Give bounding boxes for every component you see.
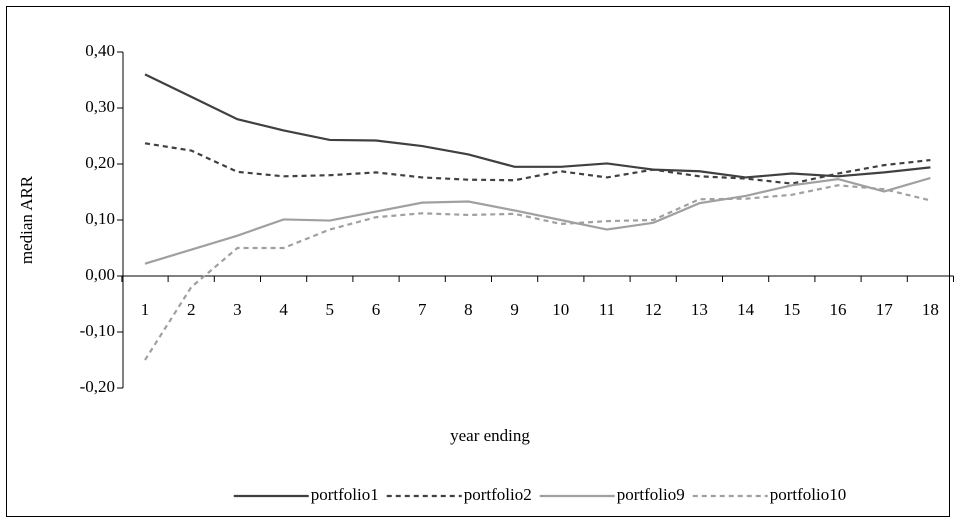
- y-tick-label: 0,40: [85, 41, 115, 60]
- series-line: [144, 73, 931, 179]
- x-tick-label: 4: [279, 300, 288, 319]
- series-line: [144, 176, 931, 265]
- x-tick-label: 16: [830, 300, 847, 319]
- x-tick-label: 1: [141, 300, 150, 319]
- legend-label: portfolio1: [311, 485, 379, 504]
- y-axis-title: median ARR: [17, 175, 36, 264]
- y-tick-label: -0,10: [80, 321, 115, 340]
- x-tick-label: 17: [876, 300, 894, 319]
- legend-label: portfolio9: [617, 485, 685, 504]
- x-tick-label: 14: [737, 300, 755, 319]
- series-line: [144, 142, 931, 185]
- y-tick-label: 0,30: [85, 97, 115, 116]
- y-tick-label: 0,10: [85, 209, 115, 228]
- legend-label: portfolio2: [464, 485, 532, 504]
- x-axis-title: year ending: [450, 426, 530, 445]
- x-tick-label: 12: [645, 300, 662, 319]
- x-tick-label: 6: [372, 300, 381, 319]
- x-tick-label: 18: [922, 300, 939, 319]
- y-tick-label: -0,20: [80, 377, 115, 396]
- x-tick-label: 9: [510, 300, 519, 319]
- x-tick-label: 13: [691, 300, 708, 319]
- x-tick-label: 8: [464, 300, 473, 319]
- chart-border: [6, 6, 950, 517]
- x-tick-label: 3: [233, 300, 242, 319]
- x-tick-label: 11: [599, 300, 615, 319]
- series-line: [144, 184, 931, 361]
- x-tick-label: 15: [783, 300, 800, 319]
- x-tick-label: 5: [326, 300, 335, 319]
- legend-label: portfolio10: [770, 485, 847, 504]
- y-tick-label: 0,20: [85, 153, 115, 172]
- x-tick-label: 10: [552, 300, 569, 319]
- x-tick-label: 7: [418, 300, 427, 319]
- y-tick-label: 0,00: [85, 265, 115, 284]
- x-tick-label: 2: [187, 300, 196, 319]
- legend: portfolio1 portfolio2 portfolio9 portfolio1…: [233, 485, 847, 504]
